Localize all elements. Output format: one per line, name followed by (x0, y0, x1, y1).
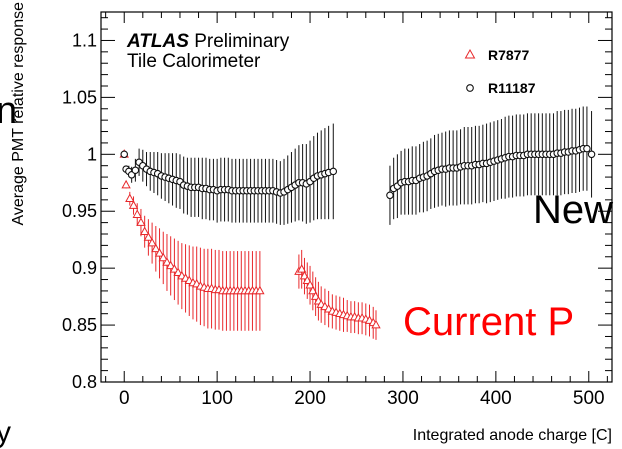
data-point-circle (587, 150, 596, 159)
current-pmt-label: Current P (403, 300, 575, 344)
series-R7877 (119, 149, 381, 340)
data-point-triangle (154, 248, 165, 257)
x-tick-label: 500 (573, 388, 605, 409)
y-tick-label: 0.8 (72, 372, 97, 392)
data-point-triangle (308, 285, 318, 295)
series-R11187 (120, 106, 596, 225)
data-point-triangle (121, 179, 131, 189)
data-point-triangle (296, 264, 307, 273)
data-point-circle (583, 144, 591, 153)
data-point-triangle (305, 279, 315, 289)
x-tick-label: 300 (387, 388, 419, 409)
legend-marker-triangle (464, 48, 476, 59)
data-point-triangle (143, 232, 154, 241)
data-point-triangle (162, 257, 172, 266)
y-tick-label: 1.05 (62, 87, 97, 107)
y-axis-label: Average PMT relative response (10, 2, 27, 226)
new-pmt-label: New (533, 188, 614, 232)
clipped-text-fragment-bottom-left: y (0, 416, 11, 449)
data-point-triangle (132, 209, 142, 218)
data-point-triangle (255, 285, 265, 295)
experiment-label: ATLAS Preliminary (127, 32, 289, 51)
y-tick-label: 1.1 (72, 30, 97, 50)
x-tick-label: 200 (294, 388, 326, 409)
plot-frame (100, 11, 613, 383)
legend-label: R11187 (488, 80, 536, 96)
plot-frame-layer: 0 100 200 300 400 500 0.8 0.85 0.9 0.95 1 1.05 1.1 In… (10, 2, 613, 444)
clipped-text-fragment-left: n (0, 90, 18, 132)
data-point-circle (329, 167, 338, 176)
data-point-circle (120, 150, 128, 159)
data-point-triangle (139, 226, 150, 236)
x-tick-label: 100 (201, 388, 233, 409)
data-point-triangle (147, 237, 157, 247)
y-tick-label: 0.85 (62, 315, 97, 335)
x-tick-label: 400 (480, 388, 512, 409)
legend-label: R7877 (488, 47, 529, 63)
y-tick-label: 0.95 (62, 201, 97, 221)
subtitle-label: Tile Calorimeter (127, 51, 261, 72)
data-point-circle (131, 166, 140, 174)
data-point-triangle (128, 200, 139, 209)
data-point-triangle (165, 260, 176, 270)
data-point-triangle (169, 264, 180, 273)
x-tick-label: 0 (119, 388, 130, 409)
data-point-triangle (371, 319, 381, 329)
data-point-triangle (173, 267, 183, 277)
data-point-circle (386, 191, 394, 200)
status-label: Preliminary (194, 31, 290, 52)
data-point-triangle (151, 243, 161, 253)
y-tick-label: 0.9 (72, 258, 97, 278)
data-point-triangle (158, 252, 168, 262)
x-axis-label: Integrated anode charge [C] (413, 427, 612, 444)
data-point-triangle (125, 193, 135, 203)
data-marks-layer: R7877 R11187 (119, 47, 596, 340)
legend-marker-circle (466, 84, 474, 92)
legend: R7877 R11187 (464, 47, 536, 96)
y-tick-label: 1 (87, 144, 97, 164)
data-point-triangle (136, 217, 146, 226)
experiment-name: ATLAS (127, 31, 189, 52)
